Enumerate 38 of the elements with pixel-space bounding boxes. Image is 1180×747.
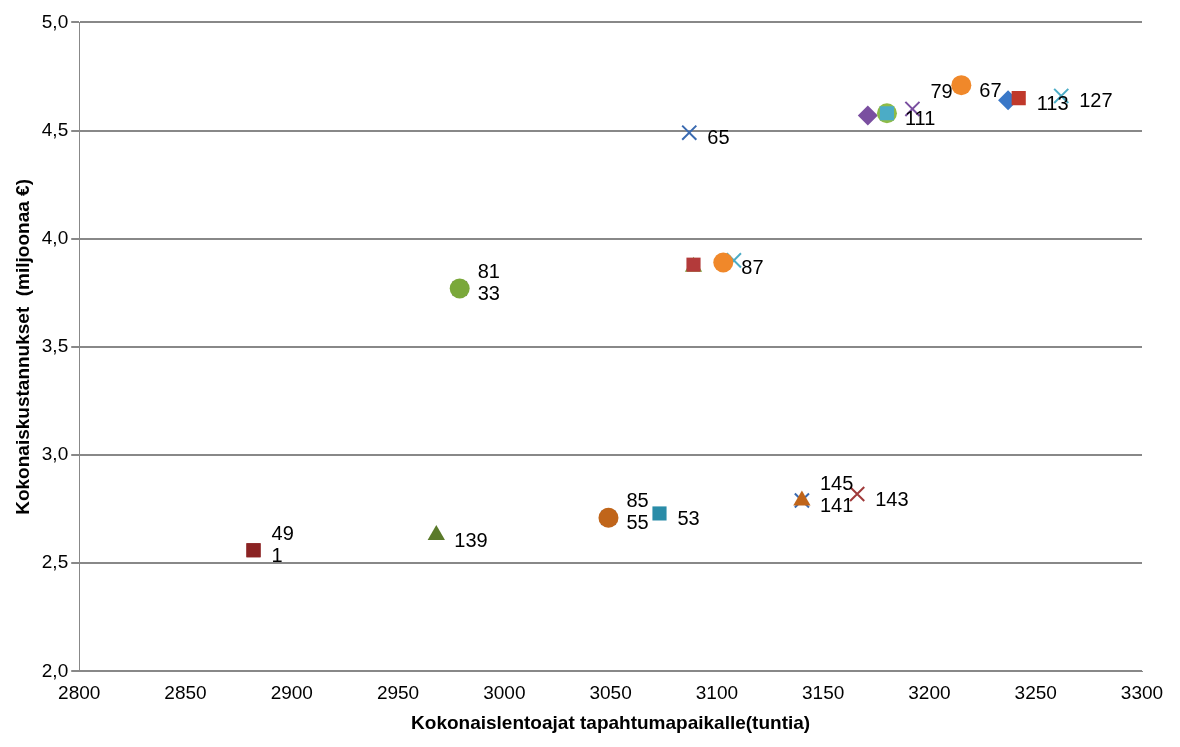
- annotation: 145: [819, 472, 854, 495]
- x-tick-label: 2850: [164, 682, 207, 704]
- x-tick-label: 3050: [589, 682, 632, 704]
- annotation: 111: [904, 106, 936, 129]
- x-tick-label: 3150: [802, 682, 845, 704]
- annotation: 139: [454, 528, 488, 551]
- annotation: 85: [626, 489, 649, 512]
- annotation: 1: [271, 543, 283, 566]
- x-tick-label: 2800: [58, 682, 101, 704]
- y-tick-label: 4,5: [41, 118, 69, 140]
- annotation: 55: [626, 511, 649, 534]
- annotation: 49: [271, 521, 294, 544]
- x-tick-label: 2900: [270, 682, 313, 704]
- y-tick-label: 4,0: [41, 226, 69, 248]
- annotation: 33: [477, 282, 500, 305]
- y-tick-label: 5,0: [41, 10, 69, 32]
- x-tick-label: 3000: [483, 682, 526, 704]
- annotation: 127: [1079, 89, 1113, 112]
- x-axis-title: Kokonaislentoajat tapahtumapaikalle(tuntia): [411, 711, 811, 733]
- x-tick-label: 3200: [908, 682, 951, 704]
- y-axis-title: Kokonaiskustannukset (miljoonaa €): [11, 179, 33, 515]
- y-tick-label: 3,5: [41, 335, 69, 357]
- x-tick-label: 2950: [376, 682, 420, 704]
- y-tick-label: 2,0: [41, 659, 69, 681]
- annotation: 67: [979, 78, 1002, 101]
- annotation: 143: [875, 487, 909, 510]
- y-tick-label: 3,0: [41, 443, 69, 465]
- annotation: 141: [819, 494, 854, 517]
- annotation: 81: [477, 260, 500, 283]
- annotation: 113: [1036, 91, 1069, 114]
- annotation: 65: [707, 126, 730, 149]
- x-tick-label: 3100: [695, 682, 739, 704]
- x-tick-label: 3250: [1014, 682, 1057, 704]
- x-tick-label: 3300: [1120, 682, 1164, 704]
- annotation: 87: [741, 256, 764, 279]
- annotation: 79: [930, 80, 953, 103]
- y-tick-label: 2,5: [41, 551, 69, 573]
- annotation: 53: [677, 506, 700, 529]
